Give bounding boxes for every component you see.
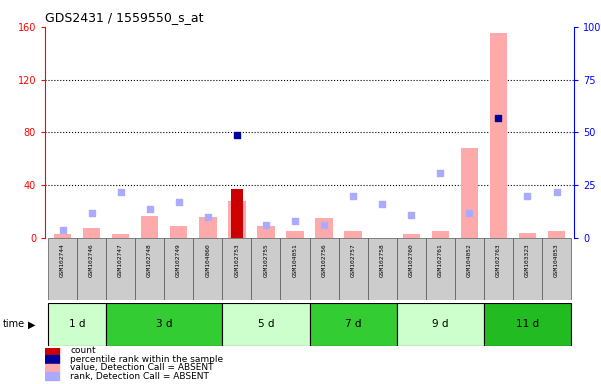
Bar — [45, 372, 59, 380]
Point — [465, 210, 474, 216]
Point — [116, 189, 126, 195]
Bar — [338, 238, 368, 300]
Bar — [257, 226, 275, 238]
Point — [145, 205, 154, 212]
Text: value, Detection Call = ABSENT: value, Detection Call = ABSENT — [70, 363, 214, 372]
Bar — [397, 303, 484, 346]
Bar — [403, 234, 420, 238]
Bar — [310, 238, 338, 300]
Text: GSM102746: GSM102746 — [89, 243, 94, 277]
Point — [87, 210, 96, 216]
Bar — [231, 189, 243, 238]
Bar — [460, 148, 478, 238]
Bar — [426, 238, 455, 300]
Text: 1 d: 1 d — [69, 319, 85, 329]
Text: GSM102756: GSM102756 — [322, 243, 326, 277]
Bar — [45, 364, 59, 371]
Bar — [519, 233, 536, 238]
Bar — [222, 238, 251, 300]
Bar — [484, 238, 513, 300]
Text: 5 d: 5 d — [258, 319, 274, 329]
Point — [174, 199, 183, 205]
Bar — [484, 303, 571, 346]
Point — [436, 170, 445, 176]
Point — [261, 222, 270, 228]
Text: GSM102758: GSM102758 — [380, 243, 385, 277]
Point — [232, 131, 242, 138]
Bar — [281, 238, 310, 300]
Bar — [432, 232, 449, 238]
Bar — [77, 238, 106, 300]
Bar — [194, 238, 222, 300]
Text: rank, Detection Call = ABSENT: rank, Detection Call = ABSENT — [70, 372, 209, 381]
Text: 9 d: 9 d — [432, 319, 448, 329]
Text: ▶: ▶ — [28, 319, 35, 329]
Text: 3 d: 3 d — [156, 319, 172, 329]
Text: GSM102755: GSM102755 — [263, 243, 269, 277]
Text: GSM102753: GSM102753 — [234, 243, 239, 277]
Text: GSM104051: GSM104051 — [293, 243, 297, 277]
Bar — [368, 238, 397, 300]
Text: time: time — [3, 319, 25, 329]
Text: percentile rank within the sample: percentile rank within the sample — [70, 354, 224, 364]
Text: GSM102744: GSM102744 — [60, 243, 65, 277]
Text: GSM102749: GSM102749 — [176, 243, 182, 277]
Bar — [542, 238, 571, 300]
Bar — [397, 238, 426, 300]
Bar — [222, 303, 310, 346]
Text: GSM104060: GSM104060 — [206, 243, 210, 277]
Bar — [106, 303, 222, 346]
Bar — [344, 232, 362, 238]
Bar — [45, 346, 59, 354]
Bar — [48, 238, 77, 300]
Point — [523, 193, 532, 199]
Point — [377, 201, 387, 207]
Point — [58, 227, 67, 233]
Point — [493, 114, 503, 121]
Bar — [310, 303, 397, 346]
Bar — [54, 234, 72, 238]
Bar — [164, 238, 194, 300]
Point — [290, 218, 300, 224]
Text: GSM102747: GSM102747 — [118, 243, 123, 277]
Point — [552, 189, 561, 195]
Bar — [455, 238, 484, 300]
Text: GSM102748: GSM102748 — [147, 243, 152, 277]
Text: GDS2431 / 1559550_s_at: GDS2431 / 1559550_s_at — [45, 11, 204, 24]
Text: GSM102757: GSM102757 — [350, 243, 356, 277]
Bar — [513, 238, 542, 300]
Bar — [316, 218, 333, 238]
Text: GSM103323: GSM103323 — [525, 243, 530, 277]
Bar — [251, 238, 281, 300]
Text: 11 d: 11 d — [516, 319, 539, 329]
Bar — [199, 217, 216, 238]
Text: 7 d: 7 d — [345, 319, 361, 329]
Text: GSM104053: GSM104053 — [554, 243, 559, 277]
Bar — [45, 355, 59, 362]
Point — [203, 214, 213, 220]
Bar — [286, 232, 304, 238]
Bar — [48, 303, 106, 346]
Bar — [548, 232, 565, 238]
Bar — [490, 33, 507, 238]
Bar — [83, 227, 100, 238]
Point — [319, 222, 329, 228]
Bar — [106, 238, 135, 300]
Point — [349, 193, 358, 199]
Bar — [141, 216, 159, 238]
Text: GSM104052: GSM104052 — [467, 243, 472, 277]
Text: GSM102763: GSM102763 — [496, 243, 501, 277]
Text: GSM102760: GSM102760 — [409, 243, 413, 277]
Bar — [228, 201, 246, 238]
Text: GSM102761: GSM102761 — [438, 243, 443, 277]
Point — [406, 212, 416, 218]
Text: count: count — [70, 346, 96, 355]
Bar — [135, 238, 164, 300]
Bar — [112, 234, 129, 238]
Bar — [170, 226, 188, 238]
